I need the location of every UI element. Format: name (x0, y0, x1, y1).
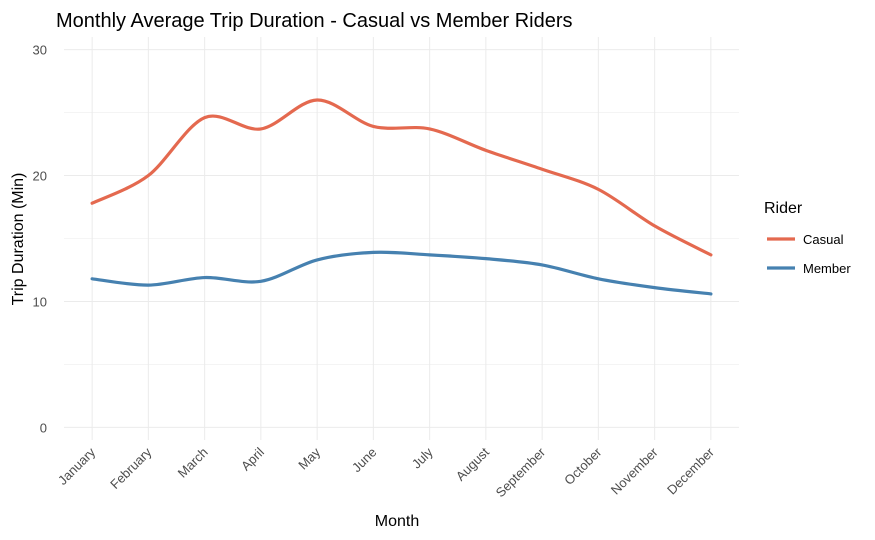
legend-label-casual: Casual (803, 232, 844, 247)
series-lines (90, 98, 713, 296)
y-tick-label: 10 (33, 294, 47, 309)
series-line-casual (90, 98, 713, 257)
y-axis-ticks: 0 10 20 30 (33, 43, 47, 436)
legend: Rider Casual Member (764, 200, 851, 276)
series-line-member (90, 250, 713, 296)
y-tick-label: 20 (33, 169, 47, 184)
legend-label-member: Member (803, 261, 851, 276)
y-tick-label: 0 (40, 420, 47, 435)
y-axis-title: Trip Duration (Min) (10, 173, 27, 306)
y-tick-label: 30 (33, 43, 47, 58)
grid (64, 37, 739, 440)
chart-title: Monthly Average Trip Duration - Casual v… (56, 10, 573, 32)
legend-title: Rider (764, 200, 803, 217)
x-axis-title: Month (375, 513, 419, 530)
